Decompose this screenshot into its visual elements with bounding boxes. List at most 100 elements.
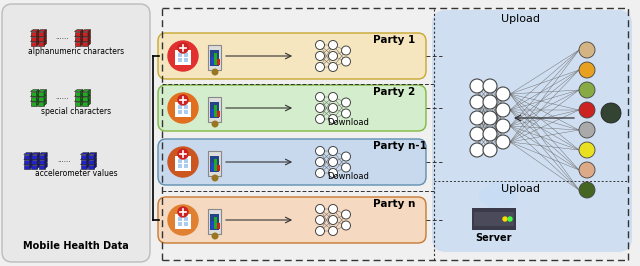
Bar xyxy=(38,31,44,35)
FancyBboxPatch shape xyxy=(158,33,426,79)
Circle shape xyxy=(168,205,198,235)
Polygon shape xyxy=(38,40,47,41)
Polygon shape xyxy=(24,163,32,164)
Circle shape xyxy=(579,62,595,78)
Circle shape xyxy=(316,227,324,235)
Circle shape xyxy=(316,215,324,225)
Circle shape xyxy=(328,147,337,156)
Text: Download: Download xyxy=(327,172,369,181)
Bar xyxy=(474,212,514,226)
Circle shape xyxy=(342,163,351,172)
Polygon shape xyxy=(86,158,89,164)
Circle shape xyxy=(328,40,337,49)
Polygon shape xyxy=(81,100,83,106)
Bar xyxy=(39,164,45,168)
Bar xyxy=(208,151,221,176)
Bar xyxy=(178,222,182,226)
Circle shape xyxy=(342,98,351,107)
Text: ......: ...... xyxy=(55,94,68,100)
Circle shape xyxy=(316,114,324,123)
Polygon shape xyxy=(45,153,47,159)
Bar xyxy=(211,57,214,65)
Bar xyxy=(31,164,37,168)
Bar xyxy=(74,31,81,35)
Circle shape xyxy=(178,149,188,159)
Bar xyxy=(88,160,94,164)
Circle shape xyxy=(579,162,595,178)
Polygon shape xyxy=(82,90,90,92)
Circle shape xyxy=(316,157,324,167)
FancyBboxPatch shape xyxy=(432,10,632,252)
Bar xyxy=(184,159,188,163)
Bar xyxy=(31,31,36,35)
Polygon shape xyxy=(37,163,40,168)
Bar xyxy=(178,110,182,114)
Bar xyxy=(184,164,188,168)
Circle shape xyxy=(470,111,484,125)
Circle shape xyxy=(316,168,324,177)
Circle shape xyxy=(579,142,595,158)
Circle shape xyxy=(168,147,198,177)
Circle shape xyxy=(342,221,351,230)
Circle shape xyxy=(342,152,351,161)
Polygon shape xyxy=(88,163,97,164)
Polygon shape xyxy=(38,35,47,36)
Polygon shape xyxy=(36,90,39,95)
Circle shape xyxy=(470,143,484,157)
Bar xyxy=(214,105,217,117)
Bar xyxy=(211,163,214,171)
Text: Party n-1: Party n-1 xyxy=(373,141,427,151)
Circle shape xyxy=(483,79,497,93)
Bar xyxy=(213,69,217,72)
Polygon shape xyxy=(81,153,89,155)
Polygon shape xyxy=(74,40,83,41)
Circle shape xyxy=(485,192,501,208)
Bar xyxy=(31,92,36,95)
Bar xyxy=(218,59,220,65)
Bar xyxy=(39,160,45,164)
Circle shape xyxy=(178,95,188,105)
Polygon shape xyxy=(39,163,47,164)
Polygon shape xyxy=(88,90,90,95)
Bar xyxy=(88,155,94,159)
Bar xyxy=(472,208,516,230)
Polygon shape xyxy=(39,153,47,155)
Polygon shape xyxy=(86,163,89,168)
Bar xyxy=(38,36,44,40)
FancyBboxPatch shape xyxy=(158,197,426,243)
Polygon shape xyxy=(44,35,47,40)
Circle shape xyxy=(211,174,218,181)
Circle shape xyxy=(470,127,484,141)
Circle shape xyxy=(495,192,511,208)
Polygon shape xyxy=(81,35,83,40)
Circle shape xyxy=(342,109,351,118)
Text: Mobile Health Data: Mobile Health Data xyxy=(23,241,129,251)
Polygon shape xyxy=(37,158,40,164)
Bar xyxy=(213,121,217,124)
Polygon shape xyxy=(24,153,32,155)
Polygon shape xyxy=(81,30,83,35)
Bar xyxy=(31,97,36,101)
Bar xyxy=(38,102,44,106)
Bar xyxy=(178,217,182,221)
Circle shape xyxy=(483,127,497,141)
Bar xyxy=(178,53,182,57)
Polygon shape xyxy=(38,30,47,31)
Polygon shape xyxy=(88,95,90,101)
Polygon shape xyxy=(94,158,97,164)
Bar xyxy=(184,53,188,57)
Bar xyxy=(82,31,88,35)
Bar xyxy=(74,97,81,101)
Bar xyxy=(175,214,191,229)
Bar xyxy=(31,160,37,164)
Circle shape xyxy=(579,82,595,98)
Circle shape xyxy=(178,207,188,217)
Bar xyxy=(175,102,191,117)
Bar xyxy=(74,41,81,45)
Polygon shape xyxy=(31,40,39,41)
Circle shape xyxy=(496,103,510,117)
Bar xyxy=(82,102,88,106)
Bar xyxy=(214,217,217,229)
Polygon shape xyxy=(39,158,47,160)
Circle shape xyxy=(178,43,188,53)
